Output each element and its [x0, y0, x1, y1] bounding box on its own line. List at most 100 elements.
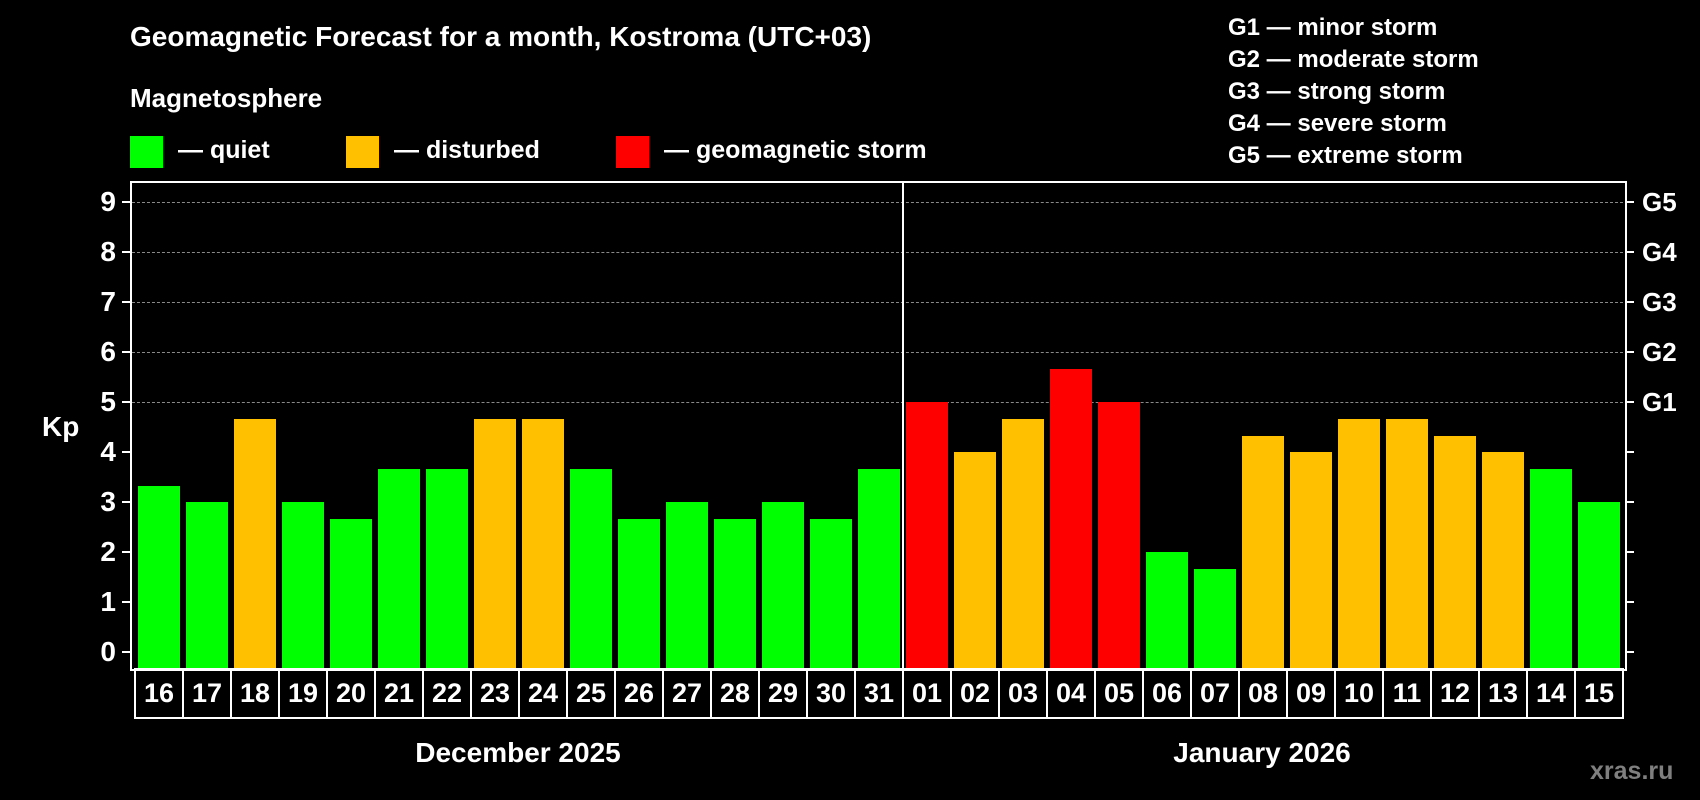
legend-item-storm: — geomagnetic storm — [616, 135, 927, 168]
y-tick — [122, 351, 131, 353]
date-label: 08 — [1240, 670, 1288, 717]
legend-label-storm: — geomagnetic storm — [664, 135, 927, 164]
bar-disturbed — [522, 419, 564, 668]
storm-level-label: G4 — [1642, 237, 1677, 267]
y-tick — [122, 651, 131, 653]
y-tick-right — [1625, 301, 1634, 303]
date-label: 07 — [1192, 670, 1240, 717]
date-label: 02 — [952, 670, 1000, 717]
date-label: 16 — [136, 670, 184, 717]
date-label: 17 — [184, 670, 232, 717]
bar-quiet — [1194, 569, 1236, 668]
storm-swatch — [616, 135, 649, 168]
bar-quiet — [714, 519, 756, 668]
y-axis-title: Kp — [42, 411, 80, 442]
storm-level-label: G5 — [1642, 187, 1677, 217]
date-label: 30 — [808, 670, 856, 717]
date-label: 19 — [280, 670, 328, 717]
bar-quiet — [762, 502, 804, 668]
date-label: 28 — [712, 670, 760, 717]
chart-title: Geomagnetic Forecast for a month, Kostro… — [130, 21, 872, 52]
y-tick-label: 4 — [100, 436, 116, 467]
month-divider — [902, 183, 904, 669]
storm-scale-g1: G1 — minor storm — [1228, 14, 1438, 41]
bar-quiet — [1146, 552, 1188, 668]
storm-scale-legend: G1 — minor storm G2 — moderate storm G3 … — [1228, 12, 1479, 172]
date-label: 09 — [1288, 670, 1336, 717]
y-tick-label: 1 — [100, 586, 116, 617]
y-tick-right — [1625, 251, 1634, 253]
plot-area — [130, 181, 1627, 671]
date-label: 18 — [232, 670, 280, 717]
y-tick — [122, 251, 131, 253]
gridline — [132, 352, 1623, 353]
storm-level-label: G1 — [1642, 387, 1677, 417]
date-label: 29 — [760, 670, 808, 717]
bar-storm — [1050, 369, 1092, 668]
date-label: 23 — [472, 670, 520, 717]
y-tick-label: 5 — [100, 386, 116, 417]
watermark: xras.ru — [1590, 757, 1674, 785]
y-tick-label: 3 — [100, 486, 116, 517]
bar-quiet — [1530, 469, 1572, 668]
date-label: 20 — [328, 670, 376, 717]
disturbed-swatch — [346, 135, 379, 168]
date-label: 24 — [520, 670, 568, 717]
date-label: 04 — [1048, 670, 1096, 717]
legend-item-disturbed: — disturbed — [346, 135, 540, 168]
bar-quiet — [186, 502, 228, 668]
bar-quiet — [810, 519, 852, 668]
date-label: 22 — [424, 670, 472, 717]
date-label: 21 — [376, 670, 424, 717]
date-label: 14 — [1528, 670, 1576, 717]
y-tick — [122, 201, 131, 203]
y-tick-label: 7 — [100, 286, 116, 317]
y-tick — [122, 501, 131, 503]
date-label: 03 — [1000, 670, 1048, 717]
date-label: 25 — [568, 670, 616, 717]
bar-disturbed — [1386, 419, 1428, 668]
y-tick — [122, 401, 131, 403]
gridline — [132, 302, 1623, 303]
storm-scale-g3: G3 — strong storm — [1228, 78, 1446, 105]
y-tick-right — [1625, 601, 1634, 603]
storm-scale-g2: G2 — moderate storm — [1228, 46, 1479, 73]
gridline — [132, 252, 1623, 253]
bar-quiet — [618, 519, 660, 668]
bar-quiet — [282, 502, 324, 668]
bar-quiet — [570, 469, 612, 668]
bar-storm — [1098, 402, 1140, 668]
bar-disturbed — [1338, 419, 1380, 668]
bar-disturbed — [1242, 436, 1284, 668]
quiet-swatch — [130, 135, 163, 168]
y-tick-right — [1625, 201, 1634, 203]
month-label-december: December 2025 — [415, 737, 621, 768]
gridline — [132, 202, 1623, 203]
storm-level-label: G3 — [1642, 287, 1677, 317]
y-tick-right — [1625, 451, 1634, 453]
storm-scale-g5: G5 — extreme storm — [1228, 142, 1463, 169]
bar-disturbed — [1290, 452, 1332, 668]
date-label: 31 — [856, 670, 904, 717]
legend-item-quiet: — quiet — [130, 135, 270, 168]
bar-disturbed — [474, 419, 516, 668]
bar-quiet — [330, 519, 372, 668]
date-label: 12 — [1432, 670, 1480, 717]
date-axis: 16 17 18 19 20 21 22 23 24 25 26 27 28 29 30 31 01 02 03 04… — [134, 668, 1624, 719]
y-tick-label: 9 — [100, 186, 116, 217]
gridline — [132, 402, 1623, 403]
y-tick — [122, 601, 131, 603]
legend-label-disturbed: — disturbed — [394, 135, 540, 164]
y-tick-label: 8 — [100, 236, 116, 267]
bar-disturbed — [1482, 452, 1524, 668]
bar-quiet — [426, 469, 468, 668]
y-tick — [122, 301, 131, 303]
date-label: 15 — [1576, 670, 1624, 717]
date-label: 11 — [1384, 670, 1432, 717]
date-label: 01 — [904, 670, 952, 717]
month-label-january: January 2026 — [1173, 737, 1351, 768]
y-tick-right — [1625, 351, 1634, 353]
bar-quiet — [138, 486, 180, 668]
bar-quiet — [858, 469, 900, 668]
date-label: 05 — [1096, 670, 1144, 717]
